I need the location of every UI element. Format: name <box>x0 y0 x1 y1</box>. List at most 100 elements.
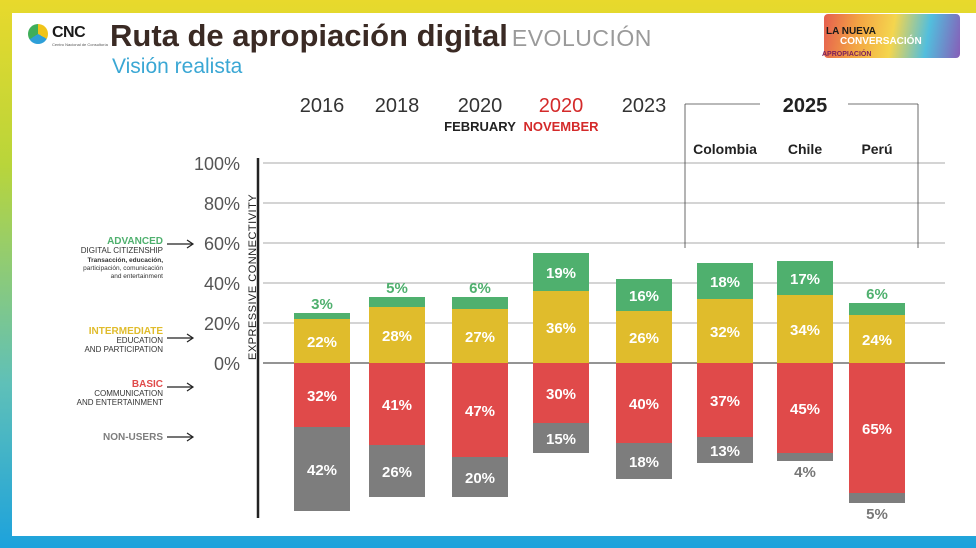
data-label-basic: 32% <box>307 388 337 405</box>
x-tick-label: Chile <box>788 141 822 157</box>
data-label-intermediate: 22% <box>307 334 337 351</box>
data-label-advanced: 5% <box>386 280 408 297</box>
brand-logo-art <box>824 14 960 58</box>
y-tick-label: 40% <box>204 274 240 294</box>
bar-intermediate <box>777 295 833 363</box>
legend-advanced-arrow-head <box>186 239 195 249</box>
bar-advanced <box>697 263 753 299</box>
brand-logo-line3: APROPIACIÓN <box>822 51 872 58</box>
cnc-logo-icon <box>28 24 48 44</box>
x-tick-label: 2018 <box>375 95 420 117</box>
page-title: Ruta de apropiación digital EVOLUCIÓN <box>110 18 652 54</box>
page-title-main: Ruta de apropiación digital <box>110 18 508 53</box>
data-label-advanced: 16% <box>629 288 659 305</box>
data-label-advanced: 6% <box>866 286 888 303</box>
cnc-logo-text: CNC <box>52 24 86 41</box>
bar-basic <box>616 363 672 443</box>
bar-intermediate <box>294 319 350 363</box>
bar-nonusers <box>452 457 508 497</box>
data-label-advanced: 17% <box>790 271 820 288</box>
brand-logo-line1: LA NUEVA <box>826 26 876 37</box>
data-label-intermediate: 27% <box>465 329 495 346</box>
legend-intermediate-title: INTERMEDIATE <box>89 326 164 337</box>
bar-basic <box>369 363 425 445</box>
data-label-nonusers: 15% <box>546 431 576 448</box>
bar-intermediate <box>452 309 508 363</box>
bar-nonusers <box>697 437 753 463</box>
data-label-nonusers: 13% <box>710 443 740 460</box>
x-tick-sublabel: FEBRUARY <box>444 119 516 134</box>
data-label-nonusers: 26% <box>382 464 412 481</box>
bar-basic <box>777 363 833 453</box>
bar-intermediate <box>849 315 905 363</box>
data-label-advanced: 6% <box>469 280 491 297</box>
legend-advanced-desc3: and entertainment <box>111 273 164 280</box>
legend-nonusers-title: NON-USERS <box>103 432 163 443</box>
legend-intermediate-sub1: EDUCATION <box>116 336 163 345</box>
data-label-intermediate: 28% <box>382 328 412 345</box>
x-tick-sublabel: NOVEMBER <box>523 119 599 134</box>
x-tick-label: Perú <box>861 141 892 157</box>
y-tick-label: 80% <box>204 194 240 214</box>
data-label-basic: 65% <box>862 421 892 438</box>
bar-intermediate <box>616 311 672 363</box>
bar-nonusers <box>294 427 350 511</box>
bar-nonusers <box>849 493 905 503</box>
data-label-intermediate: 36% <box>546 320 576 337</box>
bar-basic <box>294 363 350 427</box>
data-label-basic: 45% <box>790 401 820 418</box>
data-label-nonusers: 4% <box>794 464 816 481</box>
bar-advanced <box>369 297 425 307</box>
bar-nonusers <box>616 443 672 479</box>
data-label-intermediate: 32% <box>710 324 740 341</box>
legend-advanced-sub: DIGITAL CITIZENSHIP <box>81 246 163 255</box>
data-label-intermediate: 24% <box>862 332 892 349</box>
bar-nonusers <box>533 423 589 453</box>
legend-advanced-desc2: participación, comunicación <box>83 265 163 272</box>
y-tick-label: 20% <box>204 314 240 334</box>
x-tick-label: Colombia <box>693 141 757 157</box>
data-label-basic: 30% <box>546 386 576 403</box>
x-tick-label: 2016 <box>300 95 345 117</box>
data-label-intermediate: 26% <box>629 330 659 347</box>
data-label-nonusers: 20% <box>465 470 495 487</box>
data-label-advanced: 19% <box>546 265 576 282</box>
page-subtitle: Visión realista <box>112 55 243 78</box>
x-tick-label: 2020 <box>539 95 584 117</box>
data-label-basic: 37% <box>710 393 740 410</box>
bar-advanced <box>849 303 905 315</box>
legend-basic-arrow-head <box>186 382 195 392</box>
y-tick-label: 0% <box>214 354 240 374</box>
bar-intermediate <box>369 307 425 363</box>
data-label-nonusers: 5% <box>866 506 888 523</box>
data-label-basic: 40% <box>629 396 659 413</box>
legend-intermediate-sub2: AND PARTICIPATION <box>84 345 163 354</box>
data-label-intermediate: 34% <box>790 322 820 339</box>
bar-advanced <box>616 279 672 311</box>
legend-basic-sub1: COMMUNICATION <box>94 389 163 398</box>
bar-nonusers <box>777 453 833 461</box>
legend-basic-sub2: AND ENTERTAINMENT <box>77 398 163 407</box>
bar-advanced <box>294 313 350 319</box>
bar-basic <box>452 363 508 457</box>
legend-advanced-title: ADVANCED <box>107 236 163 247</box>
data-label-basic: 41% <box>382 397 412 414</box>
bar-basic <box>697 363 753 437</box>
data-label-nonusers: 18% <box>629 454 659 471</box>
bar-basic <box>533 363 589 423</box>
bar-advanced <box>533 253 589 291</box>
legend-nonusers-arrow-head <box>186 432 195 442</box>
legend-intermediate-arrow-head <box>186 333 195 343</box>
brand-logo: LA NUEVA CONVERSACIÓN APROPIACIÓN <box>820 14 972 62</box>
bar-advanced <box>452 297 508 309</box>
data-label-basic: 47% <box>465 403 495 420</box>
expressive-connectivity-label: EXPRESSIVE CONNECTIVITY <box>247 194 259 360</box>
legend-advanced-desc1: Transacción, educación, <box>88 257 164 264</box>
data-label-nonusers: 42% <box>307 462 337 479</box>
data-label-advanced: 18% <box>710 274 740 291</box>
group-2025-label: 2025 <box>783 95 828 117</box>
bar-advanced <box>777 261 833 295</box>
data-label-advanced: 3% <box>311 296 333 313</box>
bar-intermediate <box>697 299 753 363</box>
